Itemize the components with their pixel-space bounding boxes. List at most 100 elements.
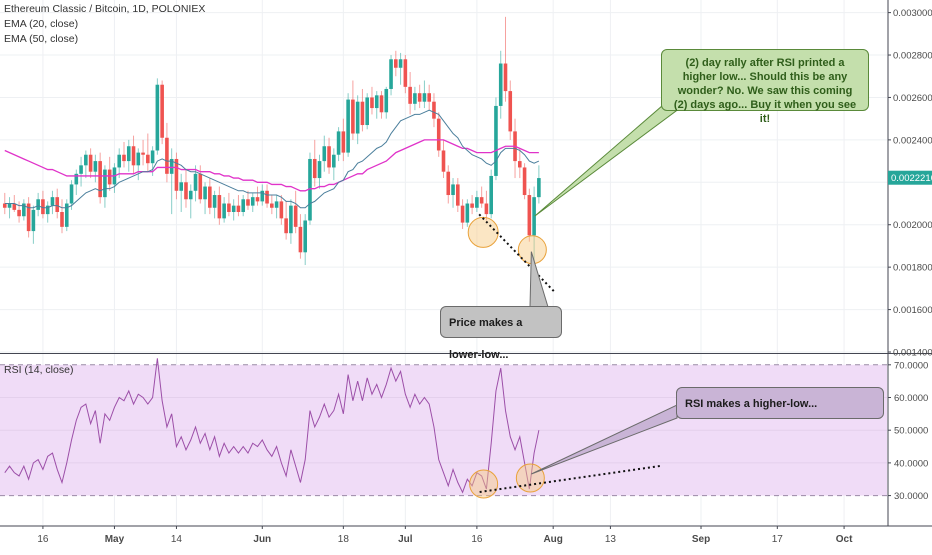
candle-body [107, 169, 112, 185]
rsi-legend: RSI (14, close) [4, 364, 74, 376]
rsi-tick-label-0: 70.0000 [894, 360, 928, 371]
candle-body [303, 220, 308, 253]
candle-body [236, 205, 241, 212]
ema50-line [4, 139, 539, 192]
candle-body [451, 184, 455, 196]
candle-87 [417, 84, 422, 109]
candle-27 [131, 135, 136, 174]
candle-body [88, 154, 93, 172]
candle-body [360, 101, 365, 126]
candle-46 [222, 197, 226, 223]
candle-7 [36, 192, 40, 217]
candle-body [231, 205, 236, 212]
candle-110 [527, 188, 532, 242]
candle-body [64, 203, 69, 227]
candle-35 [169, 148, 174, 215]
candle-body [317, 161, 322, 179]
candle-body [508, 91, 513, 132]
candle-34 [165, 122, 169, 183]
candle-22 [107, 156, 112, 191]
candle-43 [208, 178, 212, 215]
price-tick-label-4: 0.00200000 [893, 220, 932, 231]
candle-body [327, 146, 331, 168]
candle-83 [398, 52, 403, 85]
candle-body [460, 205, 465, 223]
candle-57 [274, 195, 279, 219]
candle-body [184, 182, 188, 200]
candle-body [260, 190, 265, 202]
candle-36 [174, 152, 179, 200]
candle-body [332, 154, 336, 168]
candle-49 [236, 195, 241, 217]
candle-68 [327, 137, 331, 174]
candle-body [193, 173, 198, 191]
candle-103 [494, 97, 498, 181]
candle-body [537, 178, 541, 198]
candle-body [427, 93, 431, 102]
candle-body [227, 203, 231, 212]
candle-81 [389, 55, 393, 96]
candle-body [2, 203, 7, 208]
price-tick-label-7: 0.00140000 [893, 348, 932, 359]
candle-body [370, 97, 374, 109]
candle-body [7, 203, 12, 208]
candle-body [384, 88, 389, 113]
candle-body [41, 199, 45, 215]
candle-82 [394, 50, 398, 77]
candle-94 [451, 178, 455, 208]
candle-80 [384, 86, 389, 119]
rally-note: (2) day rally after RSI printed a higher… [661, 49, 869, 125]
candle-69 [332, 148, 336, 181]
candle-body [408, 86, 412, 104]
candle-109 [522, 163, 527, 200]
candle-body [489, 175, 493, 215]
last-price-label: 0.00222162 [891, 173, 932, 184]
candle-51 [246, 190, 250, 210]
candle-body [265, 190, 269, 204]
candle-body [422, 93, 427, 102]
candle-63 [303, 214, 308, 266]
candle-5 [26, 197, 31, 238]
candle-71 [341, 118, 346, 162]
candle-50 [241, 195, 246, 217]
candle-88 [422, 80, 427, 109]
candle-99 [475, 190, 479, 212]
rsi-tick-label-4: 30.0000 [894, 491, 928, 502]
candle-91 [436, 112, 441, 157]
candle-101 [484, 190, 489, 221]
candle-body [355, 101, 360, 134]
candle-111 [532, 186, 536, 268]
ema50-legend: EMA (50, close) [4, 33, 79, 45]
candle-body [298, 226, 303, 253]
candle-body [250, 197, 255, 206]
candle-body [494, 105, 498, 176]
candle-17 [84, 150, 88, 179]
candle-96 [460, 199, 465, 229]
candle-body [274, 201, 279, 208]
candle-body [160, 84, 164, 138]
candle-body [479, 197, 484, 204]
candle-39 [188, 184, 193, 219]
candle-body [503, 63, 508, 92]
annotation-layer [467, 105, 678, 499]
candle-body [146, 154, 150, 164]
candle-97 [465, 199, 470, 227]
candle-body [241, 199, 246, 212]
candle-14 [69, 180, 74, 210]
candle-body [126, 146, 131, 162]
candle-body [379, 95, 384, 113]
ema20-legend: EMA (20, close) [4, 18, 79, 30]
candle-25 [122, 142, 126, 168]
candle-body [31, 209, 36, 232]
candle-37 [179, 173, 184, 212]
candle-body [279, 201, 284, 219]
candle-100 [479, 186, 484, 208]
price-tick-label-3: 0.00240000 [893, 135, 932, 146]
symbol-title: Ethereum Classic / Bitcoin, 1D, POLONIEX [4, 3, 206, 15]
candle-12 [60, 199, 64, 234]
candle-3 [17, 201, 21, 223]
price-tick-label-6: 0.00160000 [893, 305, 932, 316]
price-tick-label-0: 0.00300000 [893, 8, 932, 19]
candle-body [532, 197, 536, 236]
